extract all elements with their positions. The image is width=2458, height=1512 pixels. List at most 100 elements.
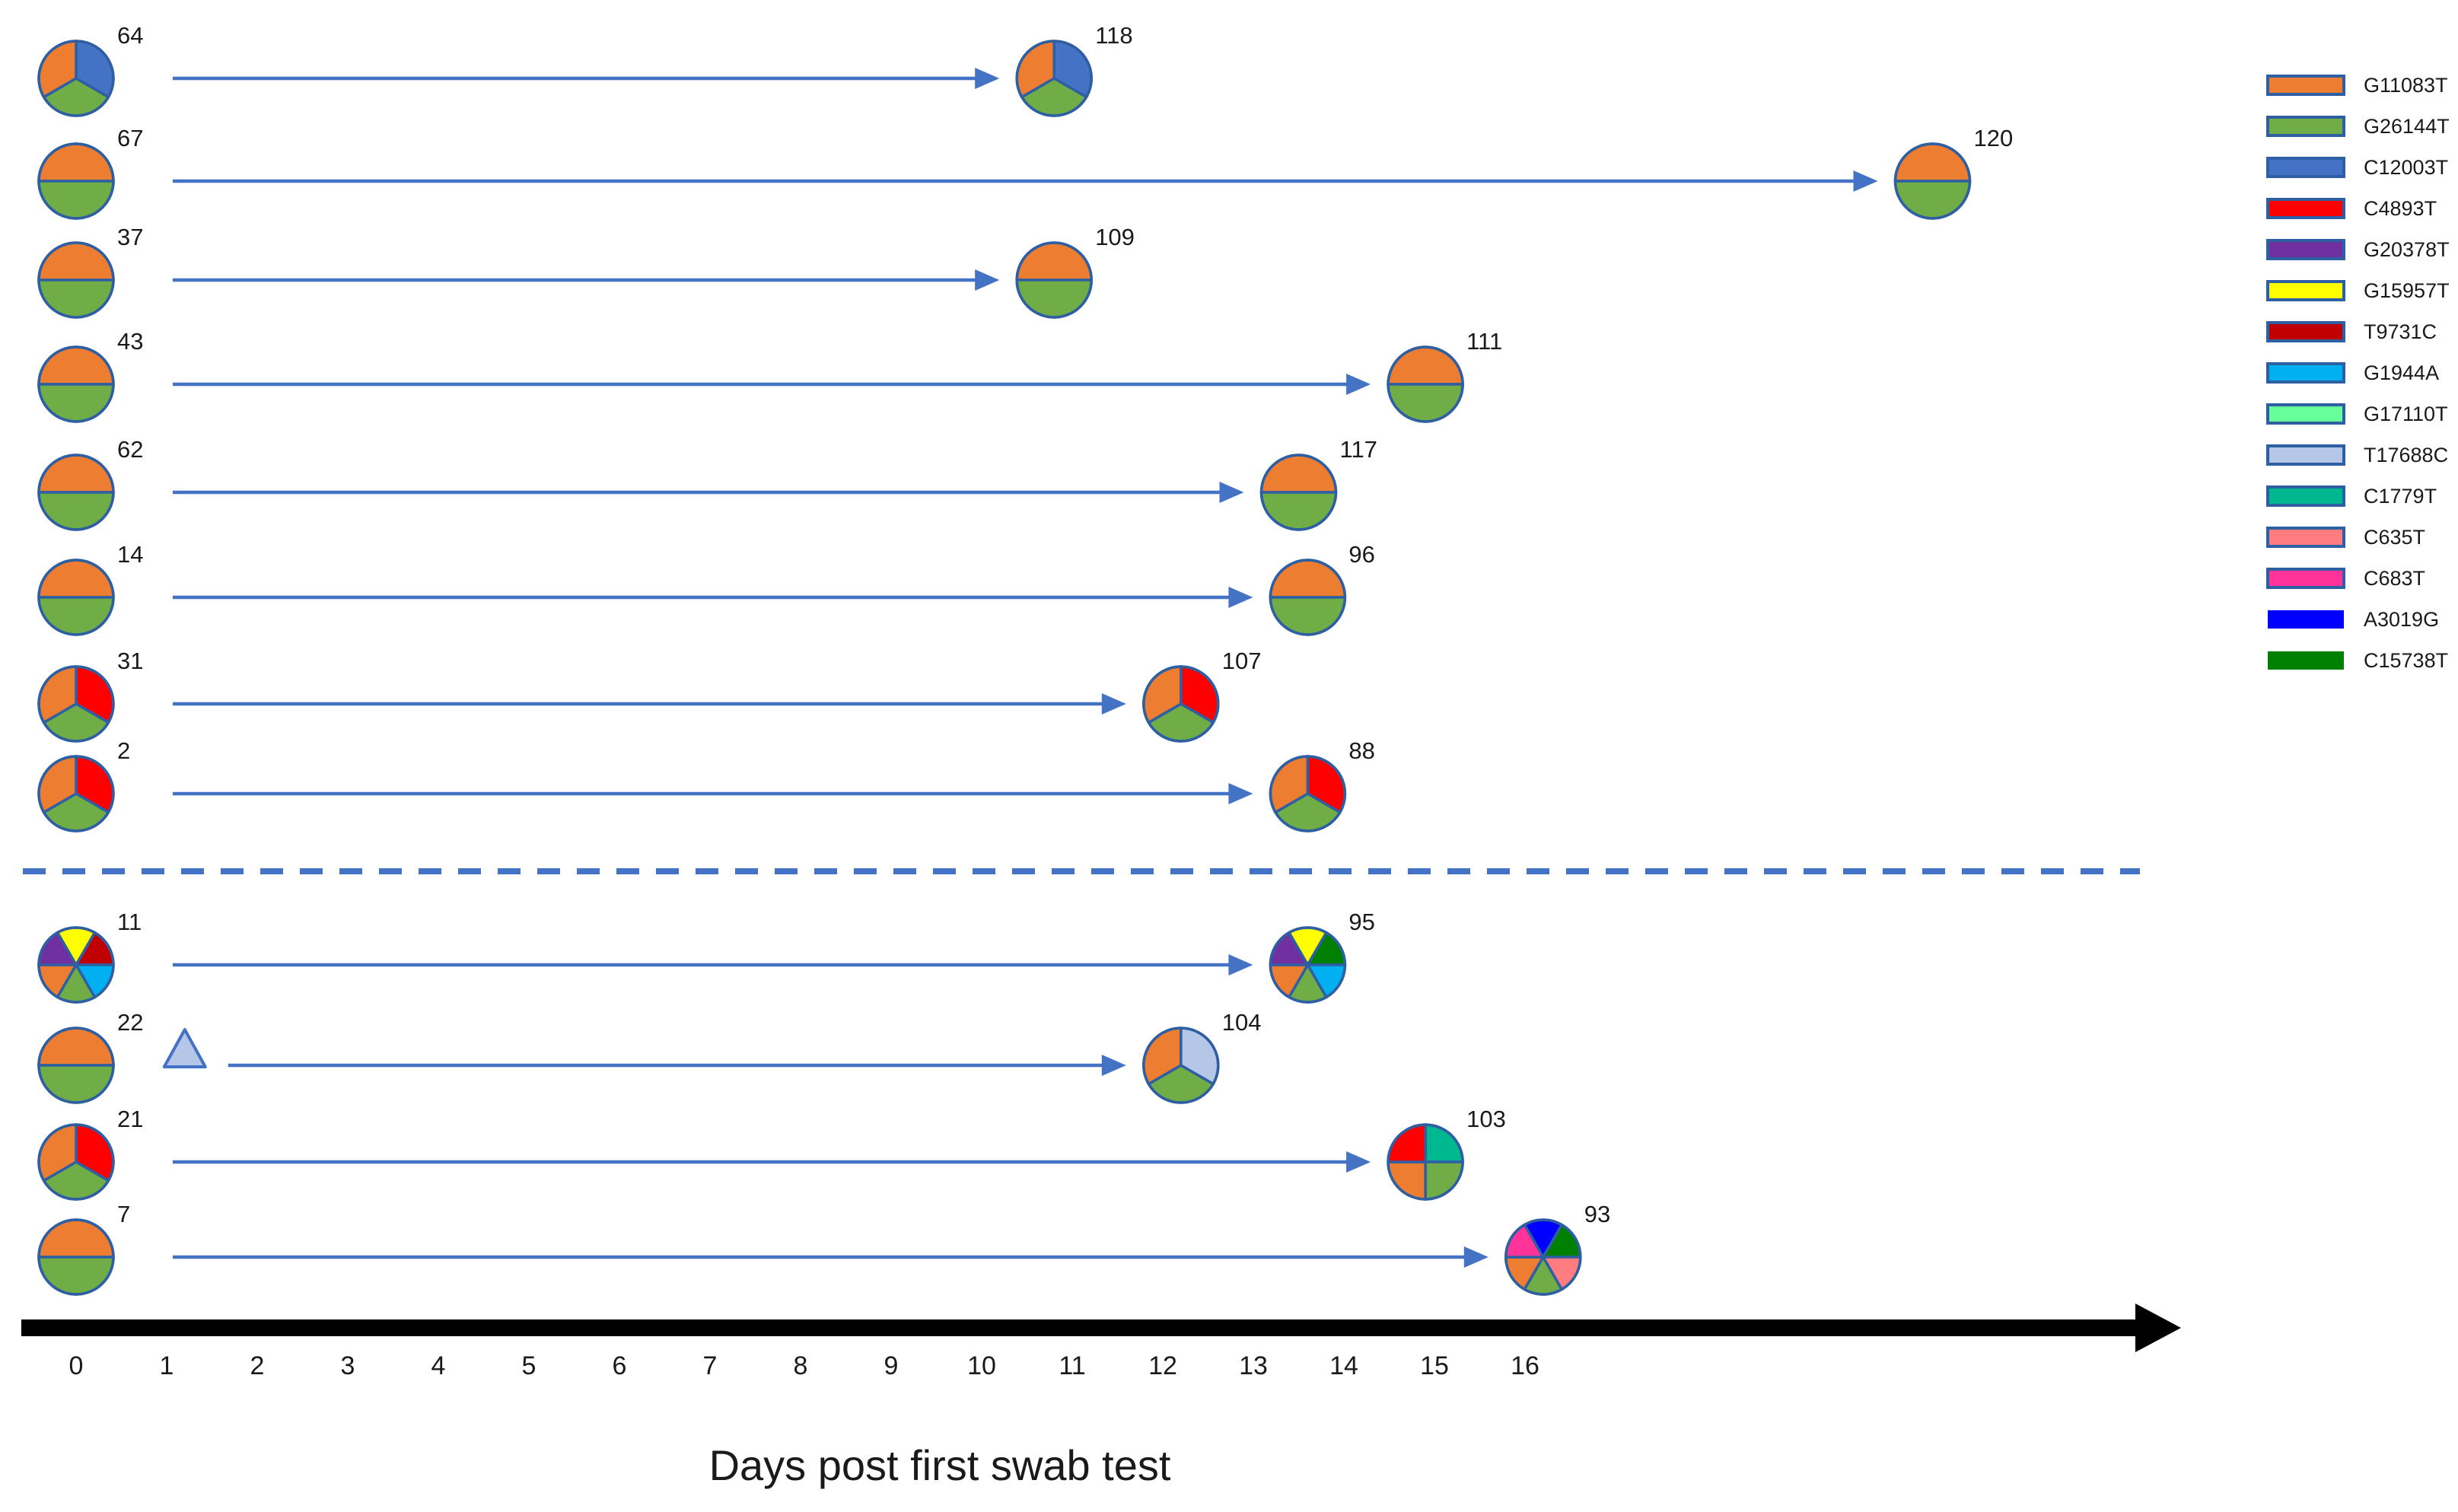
flow-arrow-head [1228, 783, 1253, 804]
source-pie-22 [37, 1027, 115, 1104]
pie-slice-G26144T [37, 279, 115, 319]
target-pie-count-88: 88 [1348, 737, 1374, 764]
flow-arrow [173, 783, 1253, 804]
target-pie-count-96: 96 [1348, 541, 1374, 568]
x-axis-tick-0: 0 [69, 1351, 84, 1380]
target-pie-count-120: 120 [1974, 125, 2014, 151]
flow-arrow [173, 954, 1253, 976]
legend-label: A3019G [2364, 608, 2439, 631]
source-pie-2 [37, 755, 115, 832]
target-pie-count-104: 104 [1222, 1009, 1262, 1036]
pie-rim [37, 142, 115, 220]
legend-entry-G17110T: G17110T [2266, 403, 2448, 425]
legend-entry-C15738T: C15738T [2268, 649, 2448, 672]
legend-swatch-T9731C [2266, 321, 2345, 342]
x-axis-tick-7: 7 [703, 1351, 718, 1380]
legend-label: C1779T [2364, 485, 2437, 508]
source-pie-64 [37, 40, 115, 117]
target-pie-111 [1387, 345, 1464, 423]
source-pie-count-67: 67 [117, 125, 143, 151]
legend-label: T17688C [2364, 444, 2448, 466]
flow-arrow [173, 1246, 1488, 1268]
flow-arrow-head [1853, 170, 1878, 192]
pie-slice-G26144T [37, 1064, 115, 1104]
target-pie-count-103: 103 [1466, 1106, 1506, 1132]
legend-entry-G20378T: G20378T [2266, 238, 2450, 261]
flow-arrow-head [975, 68, 1000, 89]
pie-slice-G26144T [37, 180, 115, 220]
target-pie-107 [1142, 665, 1220, 743]
flow-arrow-head [1101, 693, 1126, 715]
flow-arrow-head [1346, 374, 1371, 395]
pie-slice-G11083T [37, 454, 115, 494]
pie-slice-G11083T [37, 345, 115, 386]
triangle-marker [162, 1028, 207, 1068]
source-pie-43 [37, 345, 115, 423]
target-pie-120 [1893, 142, 1972, 220]
pie-rim [1269, 926, 1347, 1004]
legend-swatch-A3019G [2268, 610, 2344, 629]
pie-rim [37, 755, 115, 832]
pie-rim [1269, 755, 1347, 832]
legend-swatch-G20378T [2266, 239, 2345, 260]
x-axis-tick-1: 1 [160, 1351, 174, 1380]
x-axis-bar [21, 1319, 2135, 1336]
pie-rim [37, 345, 115, 423]
target-pie-104 [1142, 1027, 1220, 1104]
legend-entry-A3019G: A3019G [2268, 608, 2439, 631]
pie-slice-G11083T [37, 1218, 115, 1259]
pie-slice-G26144T [1893, 180, 1972, 220]
x-axis-tick-11: 11 [1059, 1351, 1085, 1380]
x-axis-tick-13: 13 [1239, 1351, 1268, 1380]
x-axis-title: Days post first swab test [708, 1441, 1171, 1489]
source-pie-7 [37, 1218, 115, 1296]
target-pie-count-117: 117 [1340, 436, 1377, 463]
pie-slice-G26144T [1015, 279, 1093, 319]
legend-entry-C1779T: C1779T [2266, 485, 2437, 508]
legend: G11083T G26144T C12003T C4893T G20378T G15957… [2266, 74, 2450, 672]
source-pie-count-14: 14 [117, 541, 143, 568]
flow-arrow [173, 693, 1126, 715]
pie-slice-G26144T [37, 383, 115, 423]
source-pie-count-21: 21 [117, 1106, 143, 1132]
source-pie-count-22: 22 [117, 1009, 143, 1036]
x-axis-tick-14: 14 [1329, 1351, 1358, 1380]
target-pie-109 [1015, 241, 1093, 319]
legend-entry-G26144T: G26144T [2266, 115, 2450, 138]
x-axis-tick-10: 10 [967, 1351, 996, 1380]
legend-label: C635T [2364, 526, 2425, 549]
source-pie-37 [37, 241, 115, 319]
pie-rim [1259, 454, 1338, 531]
pie-slice-G26144T [37, 1256, 115, 1296]
legend-swatch-T17688C [2266, 444, 2345, 466]
pie-slice-G11083T [37, 559, 115, 599]
source-pie-count-11: 11 [117, 909, 142, 935]
source-pie-14 [37, 559, 115, 636]
target-pie-count-95: 95 [1348, 909, 1374, 935]
legend-swatch-G17110T [2266, 403, 2345, 425]
flow-arrow-head [1228, 587, 1253, 608]
flow-arrow [228, 1055, 1126, 1076]
pie-slice-G26144T [37, 596, 115, 636]
target-pie-96 [1269, 559, 1347, 636]
target-pie-93 [1504, 1218, 1582, 1296]
pie-rim [1142, 665, 1220, 743]
pie-slice-G26144T [1259, 491, 1338, 531]
legend-entry-T17688C: T17688C [2266, 444, 2448, 466]
target-pie-count-118: 118 [1095, 22, 1132, 49]
target-pie-count-107: 107 [1222, 648, 1262, 674]
pie-rim [37, 559, 115, 636]
source-pie-count-2: 2 [117, 737, 130, 764]
legend-label: G15957T [2364, 279, 2450, 302]
x-axis-tick-6: 6 [613, 1351, 627, 1380]
legend-swatch-C1779T [2266, 485, 2345, 507]
legend-swatch-C15738T [2268, 651, 2344, 670]
x-axis-tick-9: 9 [884, 1351, 899, 1380]
x-axis-tick-5: 5 [522, 1351, 536, 1380]
pie-rim [37, 1123, 115, 1201]
pie-slice-G26144T [1269, 596, 1347, 636]
x-axis: 0 1 2 3 4 5 6 7 8 9 10 11 12 13 14 15 16 [21, 1304, 2181, 1380]
legend-label: G11083T [2364, 74, 2448, 97]
x-axis-tick-8: 8 [794, 1351, 808, 1380]
